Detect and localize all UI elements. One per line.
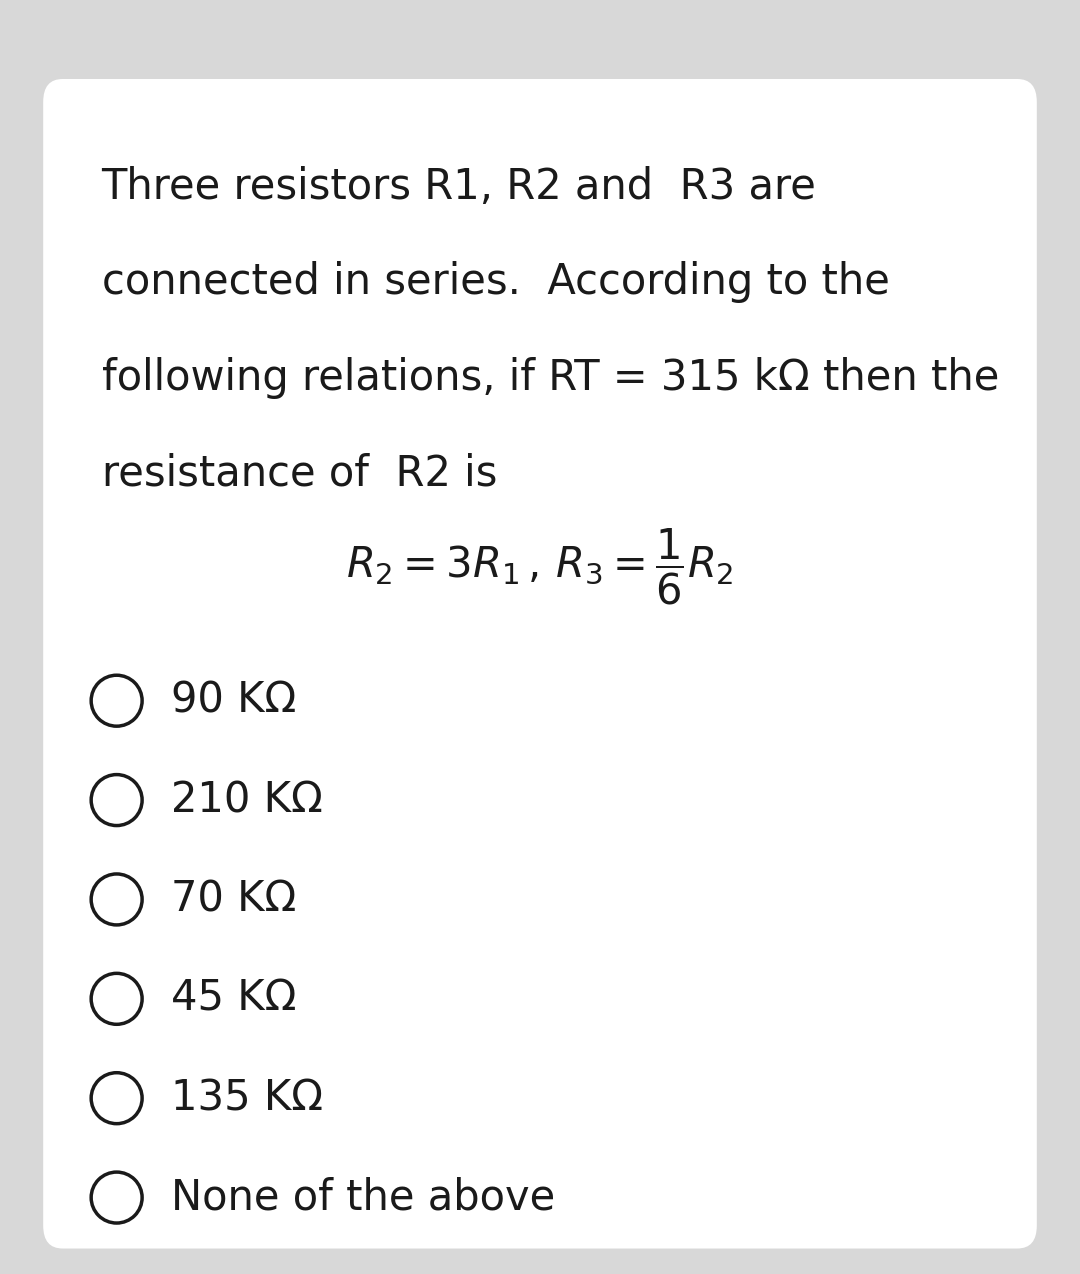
Text: 135 KΩ: 135 KΩ [171,1078,323,1119]
Text: $R_2 = 3R_1\,,\,R_3 = \dfrac{1}{6}R_2$: $R_2 = 3R_1\,,\,R_3 = \dfrac{1}{6}R_2$ [347,527,733,606]
Text: None of the above: None of the above [171,1177,555,1218]
Text: connected in series.  According to the: connected in series. According to the [102,261,890,303]
Text: 70 KΩ: 70 KΩ [171,879,296,920]
Text: Three resistors R1, R2 and  R3 are: Three resistors R1, R2 and R3 are [102,166,816,208]
Text: 45 KΩ: 45 KΩ [171,978,296,1019]
FancyBboxPatch shape [43,79,1037,1249]
Text: 90 KΩ: 90 KΩ [171,680,296,721]
Text: 210 KΩ: 210 KΩ [171,780,323,820]
Text: resistance of  R2 is: resistance of R2 is [102,452,497,494]
Text: following relations, if RT = 315 kΩ then the: following relations, if RT = 315 kΩ then… [102,357,999,399]
